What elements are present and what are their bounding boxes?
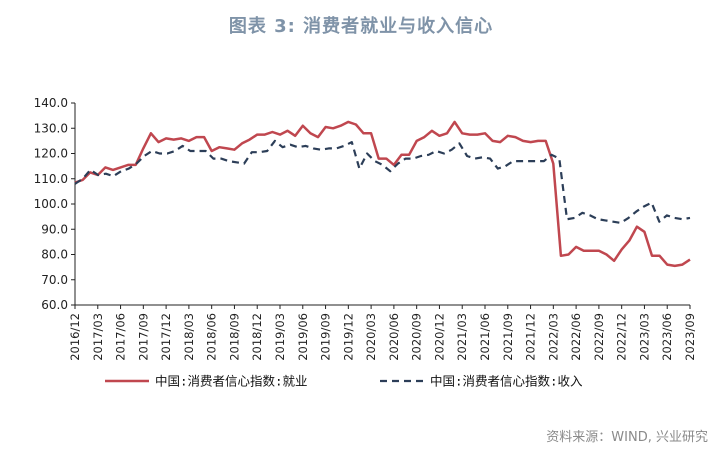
x-tick-label: 2019/03 [273, 313, 287, 361]
x-tick-label: 2017/09 [136, 313, 150, 361]
x-tick-label: 2020/06 [387, 313, 401, 361]
y-tick-label: 80.0 [41, 248, 68, 262]
y-tick-label: 130.0 [34, 121, 68, 135]
x-tick-label: 2022/09 [592, 313, 606, 361]
series-lines [74, 120, 691, 268]
x-tick-label: 2020/03 [364, 313, 378, 361]
x-tick-label: 2016/12 [68, 313, 82, 361]
series-line-income [74, 139, 691, 224]
legend-label: 中国:消费者信心指数:就业 [155, 374, 308, 389]
x-tick-label: 2023/09 [683, 313, 697, 361]
x-tick-label: 2022/06 [569, 313, 583, 361]
y-tick-label: 70.0 [41, 273, 68, 287]
x-tick-label: 2017/06 [114, 313, 128, 361]
x-axis: 2016/12 2017/03 2017/06 2017/09 2017/12 2018/… [68, 304, 697, 361]
series-line-employment [74, 120, 691, 268]
x-tick-label: 2018/03 [182, 313, 196, 361]
legend: 中国:消费者信心指数:就业 中国:消费者信心指数:收入 [105, 374, 583, 389]
x-tick-label: 2021/03 [455, 313, 469, 361]
x-tick-label: 2017/03 [91, 313, 105, 361]
x-tick-label: 2019/09 [319, 313, 333, 361]
x-tick-label: 2020/09 [410, 313, 424, 361]
x-tick-label: 2021/09 [501, 313, 515, 361]
x-tick-label: 2023/03 [637, 313, 651, 361]
source-note: 资料来源：WIND, 兴业研究 [546, 430, 708, 445]
x-tick-label: 2020/12 [432, 313, 446, 361]
y-tick-label: 110.0 [34, 172, 68, 186]
legend-label: 中国:消费者信心指数:收入 [430, 374, 583, 389]
x-tick-label: 2017/12 [159, 313, 173, 361]
x-tick-label: 2021/06 [478, 313, 492, 361]
y-tick-label: 60.0 [41, 298, 68, 312]
x-tick-label: 2023/06 [660, 313, 674, 361]
x-tick-label: 2018/06 [205, 313, 219, 361]
x-tick-label: 2022/03 [546, 313, 560, 361]
y-tick-label: 100.0 [34, 197, 68, 211]
x-tick-label: 2021/12 [524, 313, 538, 361]
x-tick-label: 2019/12 [341, 313, 355, 361]
y-tick-label: 120.0 [34, 147, 68, 161]
y-tick-label: 90.0 [41, 222, 68, 236]
chart-title: 图表 3: 消费者就业与收入信心 [228, 16, 494, 37]
y-tick-label: 140.0 [34, 96, 68, 110]
x-tick-label: 2018/09 [227, 313, 241, 361]
x-tick-label: 2018/12 [250, 313, 264, 361]
y-axis: 60.0 70.0 80.0 90.0 100.0 110.0 120.0 130.0 140.… [34, 96, 76, 312]
x-tick-label: 2022/12 [615, 313, 629, 361]
x-tick-label: 2019/06 [296, 313, 310, 361]
